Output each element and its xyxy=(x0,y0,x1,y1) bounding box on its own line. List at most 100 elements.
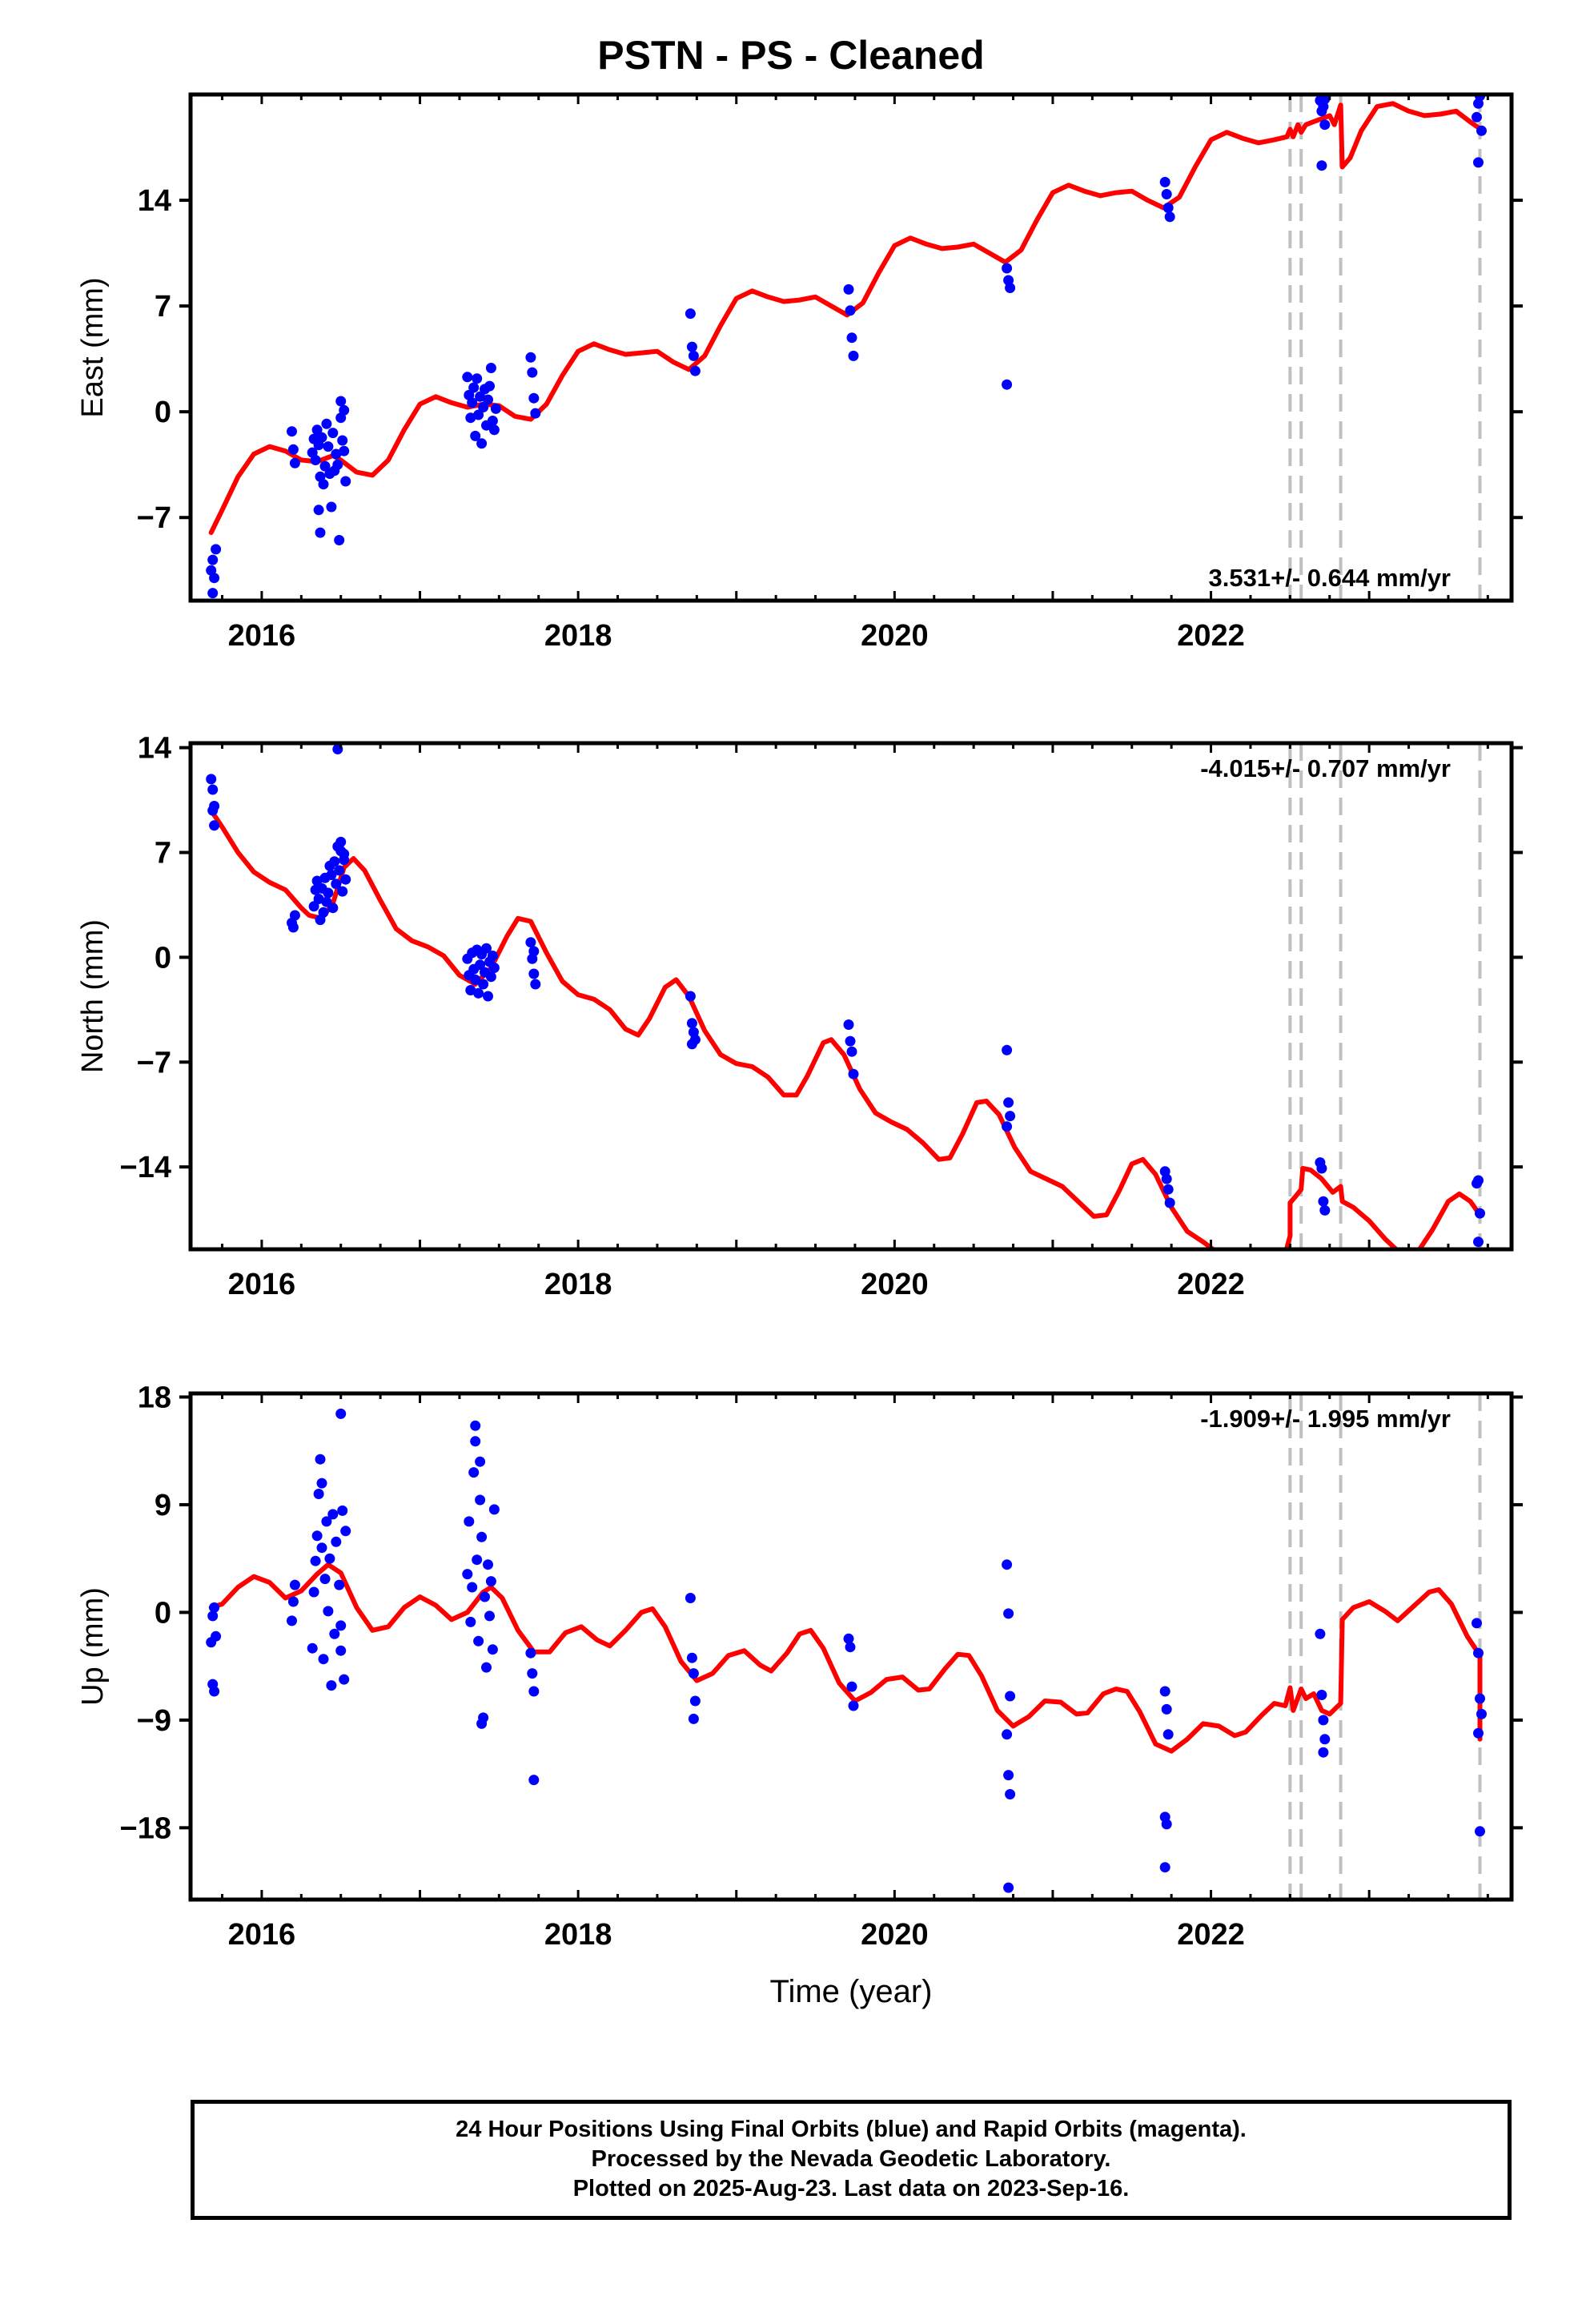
data-point xyxy=(1315,1628,1326,1639)
data-point xyxy=(1472,111,1482,123)
data-point xyxy=(334,1382,344,1393)
data-point xyxy=(688,1668,699,1679)
data-point xyxy=(332,1362,343,1373)
data-point xyxy=(287,1596,299,1607)
data-point xyxy=(211,1630,222,1642)
x-axis-label: Time (year) xyxy=(770,1974,933,2009)
data-point xyxy=(843,1633,854,1644)
data-point xyxy=(324,1553,335,1564)
x-tick-label: 2022 xyxy=(1177,619,1245,653)
data-point xyxy=(335,836,347,847)
data-point xyxy=(1475,1826,1485,1837)
data-point xyxy=(845,305,856,316)
data-point xyxy=(323,1606,334,1617)
rate-label: 3.531+/- 0.644 mm/yr xyxy=(1209,564,1451,592)
data-point xyxy=(843,1019,854,1030)
data-point xyxy=(470,974,481,985)
model-line-segment xyxy=(1416,1191,1483,1249)
data-point xyxy=(327,428,339,439)
data-point xyxy=(318,479,329,490)
data-point xyxy=(335,1620,347,1631)
data-point xyxy=(464,1516,475,1527)
data-point xyxy=(1475,1208,1485,1219)
data-point xyxy=(1005,283,1016,293)
data-point xyxy=(1316,1690,1327,1700)
data-point xyxy=(209,820,220,831)
y-tick-label: 14 xyxy=(138,184,171,218)
x-tick-label: 2016 xyxy=(228,619,296,653)
north-panel: 2016 2018 2020 2022 −14 −7 0 7 14 North (mm) -4.01… xyxy=(76,732,1523,1301)
data-point xyxy=(1002,1729,1013,1740)
x-tick-label: 2020 xyxy=(861,619,929,653)
data-point xyxy=(287,426,297,437)
x-tick-label: 2022 xyxy=(1177,1918,1245,1952)
data-point xyxy=(209,1602,220,1613)
data-point xyxy=(1472,1618,1482,1629)
data-point xyxy=(1319,119,1331,131)
data-point xyxy=(308,901,319,912)
data-point xyxy=(1319,94,1331,105)
y-tick-label: 0 xyxy=(155,941,171,975)
data-point xyxy=(530,408,541,419)
plot-frame xyxy=(188,1391,1514,1902)
data-point xyxy=(311,424,323,436)
data-point xyxy=(470,1436,481,1447)
data-point xyxy=(528,946,540,957)
y-tick-label: 14 xyxy=(138,732,171,766)
data-point xyxy=(1473,157,1484,168)
data-point xyxy=(476,1718,488,1729)
data-point xyxy=(525,1647,536,1659)
data-point xyxy=(340,874,351,885)
data-point xyxy=(487,1644,498,1655)
data-point xyxy=(334,865,345,876)
data-point xyxy=(490,403,501,414)
caption-line-processor: Processed by the Nevada Geodetic Laborat… xyxy=(591,2146,1111,2172)
data-point xyxy=(310,455,321,465)
data-point xyxy=(473,1635,484,1647)
data-point xyxy=(329,465,340,476)
data-point xyxy=(339,445,350,456)
data-point xyxy=(316,432,327,443)
data-point xyxy=(686,1039,697,1050)
model-line xyxy=(208,101,1486,536)
page-title: PSTN - PS - Cleaned xyxy=(597,33,985,78)
data-point xyxy=(848,1700,859,1711)
data-point xyxy=(339,1674,350,1685)
data-point xyxy=(1005,1789,1016,1799)
y-axis-label: Up (mm) xyxy=(76,1587,110,1706)
data-point xyxy=(1005,1691,1016,1702)
data-point xyxy=(1161,1173,1172,1184)
data-point xyxy=(481,1662,492,1673)
data-point xyxy=(287,922,299,933)
data-point xyxy=(462,1569,473,1580)
y-tick-label: 7 xyxy=(155,290,171,324)
data-point xyxy=(1319,1204,1331,1216)
data-point xyxy=(206,774,217,785)
data-point xyxy=(1473,1647,1484,1659)
data-point xyxy=(475,1494,486,1506)
x-tick-label: 2020 xyxy=(861,1918,929,1952)
data-point xyxy=(334,535,345,545)
data-point xyxy=(846,1681,857,1692)
data-point xyxy=(1002,379,1013,390)
data-point xyxy=(475,959,486,971)
data-point xyxy=(1164,1197,1175,1208)
data-point xyxy=(331,879,342,890)
data-point xyxy=(1476,1708,1487,1719)
data-point xyxy=(1316,1163,1327,1174)
data-point xyxy=(337,435,348,446)
x-tick-label: 2020 xyxy=(861,1268,929,1301)
data-point xyxy=(1159,1686,1170,1697)
data-point xyxy=(323,441,334,452)
data-point xyxy=(316,1542,327,1554)
model-line xyxy=(208,808,1218,1249)
data-point xyxy=(1473,1175,1484,1186)
data-point xyxy=(480,1591,490,1602)
data-point xyxy=(685,308,696,320)
data-point xyxy=(1475,1693,1485,1704)
data-point xyxy=(211,544,222,555)
data-point xyxy=(484,380,495,392)
up-panel: 2016 2018 2020 2022 −18 −9 0 9 18 Up (mm) -1.909+/… xyxy=(76,1362,1523,2009)
data-point xyxy=(475,1456,486,1467)
